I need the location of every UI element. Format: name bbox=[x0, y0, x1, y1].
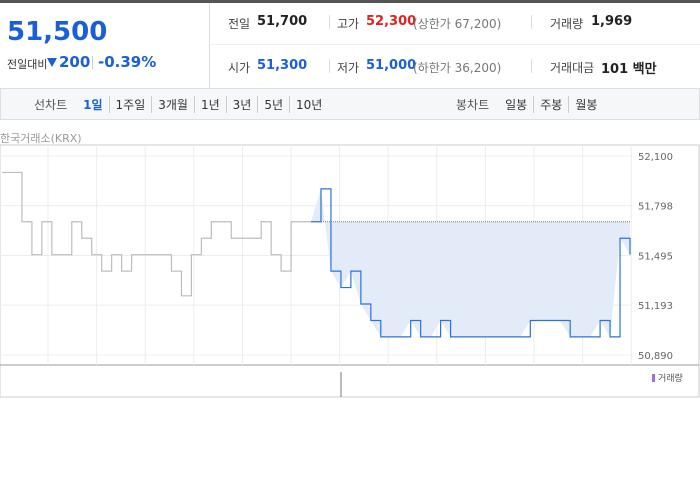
info-label: 고가 bbox=[337, 17, 360, 31]
tab[interactable]: 1년 bbox=[193, 96, 226, 113]
tab[interactable]: 1주일 bbox=[108, 96, 152, 113]
line bbox=[311, 188, 631, 338]
info-label: 거래량 bbox=[550, 17, 584, 31]
tab[interactable]: 일봉 bbox=[505, 98, 528, 112]
info-value: 51,300 bbox=[257, 58, 308, 73]
tabs: 선차트 1일 1주일 3개월 1년 3년 5년 10년 bbox=[34, 96, 328, 113]
y-tick-label: 51,495 bbox=[638, 252, 673, 263]
candle-tabs: 봉차트 일봉 주봉 월봉 bbox=[456, 96, 603, 113]
sep bbox=[92, 56, 93, 69]
info-label: 거래대금 bbox=[550, 61, 595, 75]
tab[interactable]: 1일 bbox=[83, 98, 103, 112]
info-label: 저가 bbox=[337, 61, 360, 75]
legend-swatch bbox=[652, 374, 655, 382]
sep bbox=[531, 59, 532, 73]
y-tick-label: 51,193 bbox=[638, 301, 673, 312]
line bbox=[2, 171, 312, 297]
tab[interactable]: 10년 bbox=[289, 96, 328, 113]
top-border bbox=[0, 0, 700, 3]
tab[interactable]: 3년 bbox=[225, 96, 258, 113]
info-note: (하한가 36,200) bbox=[413, 61, 502, 75]
y-tick-label: 50,890 bbox=[638, 351, 673, 362]
tab-bar bbox=[0, 88, 700, 120]
change-label: 전일대비 bbox=[7, 58, 48, 71]
info-value: 51,000 bbox=[366, 58, 417, 73]
divider bbox=[209, 3, 210, 88]
info-value: 51,700 bbox=[257, 14, 308, 29]
tab-group-label: 봉차트 bbox=[456, 98, 490, 112]
info-value: 1,969 bbox=[591, 14, 633, 29]
tab[interactable]: 5년 bbox=[257, 96, 289, 113]
sep bbox=[329, 15, 330, 29]
info-note: (상한가 67,200) bbox=[413, 17, 502, 31]
area bbox=[311, 188, 630, 337]
source: 한국거래소(KRX) bbox=[0, 132, 82, 145]
down-icon bbox=[47, 58, 57, 67]
chart-frame bbox=[0, 144, 700, 398]
info-value: 101 백만 bbox=[601, 62, 657, 77]
change: 200 bbox=[59, 53, 91, 71]
sep bbox=[329, 59, 330, 73]
chart: 거래량 52,100 51,798 51,495 51,193 50,890 bbox=[0, 144, 700, 398]
tab[interactable]: 월봉 bbox=[568, 96, 603, 113]
info-label: 시가 bbox=[228, 61, 251, 75]
tab-group-label: 선차트 bbox=[34, 98, 68, 112]
y-tick-label: 51,798 bbox=[638, 202, 673, 213]
divider bbox=[210, 44, 700, 45]
tab[interactable]: 3개월 bbox=[151, 96, 194, 113]
change-rate: -0.39% bbox=[98, 53, 157, 71]
price: 51,500 bbox=[7, 17, 108, 47]
sep bbox=[531, 15, 532, 29]
legend-label: 거래량 bbox=[658, 372, 683, 384]
tab[interactable]: 주봉 bbox=[533, 96, 568, 113]
y-tick-label: 52,100 bbox=[638, 152, 673, 163]
info-label: 전일 bbox=[228, 17, 251, 31]
info-value: 52,300 bbox=[366, 14, 417, 29]
